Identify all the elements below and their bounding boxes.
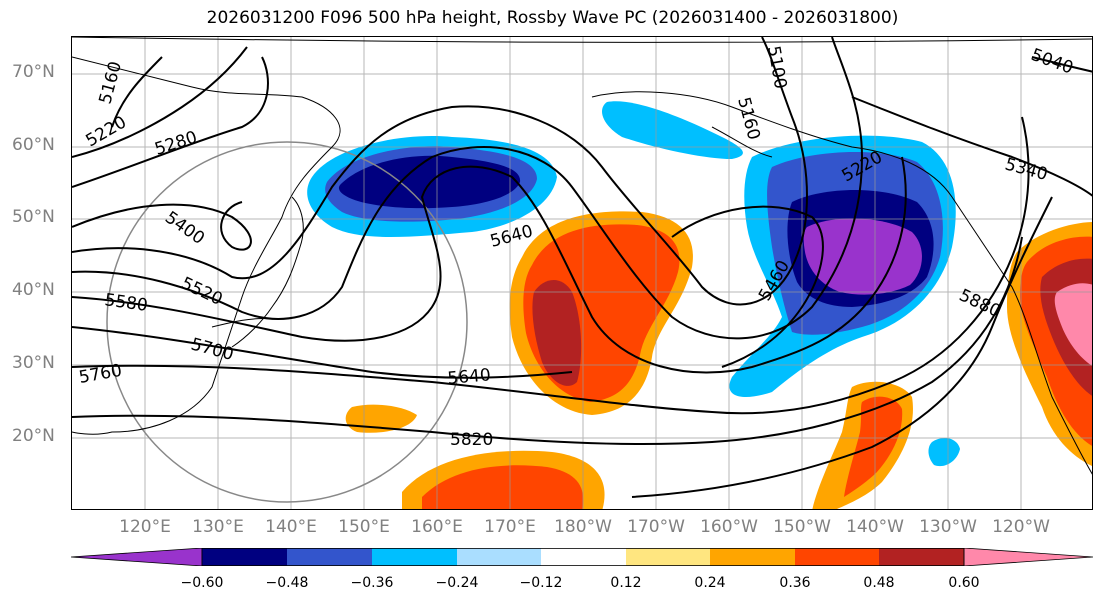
lon-label: 130°E — [192, 517, 244, 537]
contour-5040 — [1031, 56, 1092, 73]
lon-label: 170°W — [627, 517, 685, 537]
colorbar-tick: 0.36 — [779, 575, 811, 591]
colorbar-extend-min — [71, 548, 203, 566]
lon-label: 160°E — [411, 517, 463, 537]
colorbar-tick: −0.36 — [350, 575, 394, 591]
contour-5280 — [72, 56, 269, 188]
contour-5880 — [631, 196, 1053, 498]
colorbar-segment — [879, 548, 964, 566]
lon-label: 150°W — [773, 517, 831, 537]
map-svg: 5160 5220 5280 5400 5520 5580 5700 5760 … — [72, 37, 1092, 509]
contour-5460 — [671, 205, 824, 368]
lat-label-40: 40°N — [12, 280, 55, 300]
colorbar-segment — [372, 548, 457, 566]
contour-label: 5640 — [447, 365, 492, 389]
contour-5700 — [72, 326, 573, 379]
contour-label: 5160 — [733, 95, 764, 142]
contour-5520 — [72, 37, 808, 306]
contour-5400 — [72, 201, 252, 251]
colorbar-tick: −0.60 — [180, 575, 224, 591]
lat-label-20: 20°N — [12, 426, 55, 446]
colorbar-segment — [710, 548, 795, 566]
colorbar-segment — [795, 548, 879, 566]
lon-label: 170°E — [484, 517, 536, 537]
contour-label: 5160 — [96, 59, 127, 106]
lon-label: 180°W — [554, 517, 612, 537]
lon-label: 130°W — [919, 517, 977, 537]
plot-title: 2026031200 F096 500 hPa height, Rossby W… — [206, 8, 899, 28]
lon-label: 120°W — [992, 517, 1050, 537]
reference-circle — [106, 141, 468, 503]
colorbar-tick: 0.48 — [863, 575, 895, 591]
colorbar-segment — [457, 548, 541, 566]
contour-5820 — [72, 236, 1023, 445]
colorbar-segment — [202, 548, 287, 566]
contour-5640 — [72, 156, 907, 374]
contour-5580 — [72, 37, 864, 340]
lat-label-70: 70°N — [12, 62, 55, 82]
lon-label: 120°E — [119, 517, 171, 537]
colorbar-tick: −0.12 — [519, 575, 563, 591]
lon-label: 140°W — [846, 517, 904, 537]
contour-label: 5700 — [189, 335, 236, 366]
contour-5760 — [72, 116, 1030, 415]
anomaly-shading — [307, 101, 1092, 509]
contour-label: 5280 — [152, 127, 199, 159]
colorbar-segment — [287, 548, 372, 566]
lon-label: 160°W — [700, 517, 758, 537]
colorbar-tick: 0.60 — [948, 575, 980, 591]
lon-label: 140°E — [265, 517, 317, 537]
colorbar-tick: 0.12 — [610, 575, 642, 591]
colorbar — [71, 548, 1093, 566]
height-contours — [72, 37, 1092, 498]
colorbar-segment — [626, 548, 710, 566]
contour-label: 5040 — [1028, 45, 1075, 79]
colorbar-tick: −0.24 — [435, 575, 479, 591]
contour-label: 5820 — [450, 430, 493, 450]
contour-5160-w — [111, 56, 163, 128]
contour-label: 5400 — [161, 208, 208, 249]
lat-label-30: 30°N — [12, 353, 55, 373]
colorbar-segment — [541, 548, 626, 566]
lat-label-60: 60°N — [12, 135, 55, 155]
colorbar-tick: −0.48 — [265, 575, 309, 591]
contour-label: 5340 — [1003, 155, 1050, 186]
lat-label-50: 50°N — [12, 207, 55, 227]
contour-5340 — [851, 96, 1092, 197]
contour-label: 5580 — [103, 290, 149, 316]
contour-5220-w — [72, 46, 248, 158]
map-plot-area: 5160 5220 5280 5400 5520 5580 5700 5760 … — [71, 36, 1093, 510]
colorbar-extend-max — [963, 548, 1093, 566]
lon-label: 150°E — [338, 517, 390, 537]
contour-label: 5100 — [763, 44, 790, 90]
colorbar-tick: 0.24 — [694, 575, 726, 591]
